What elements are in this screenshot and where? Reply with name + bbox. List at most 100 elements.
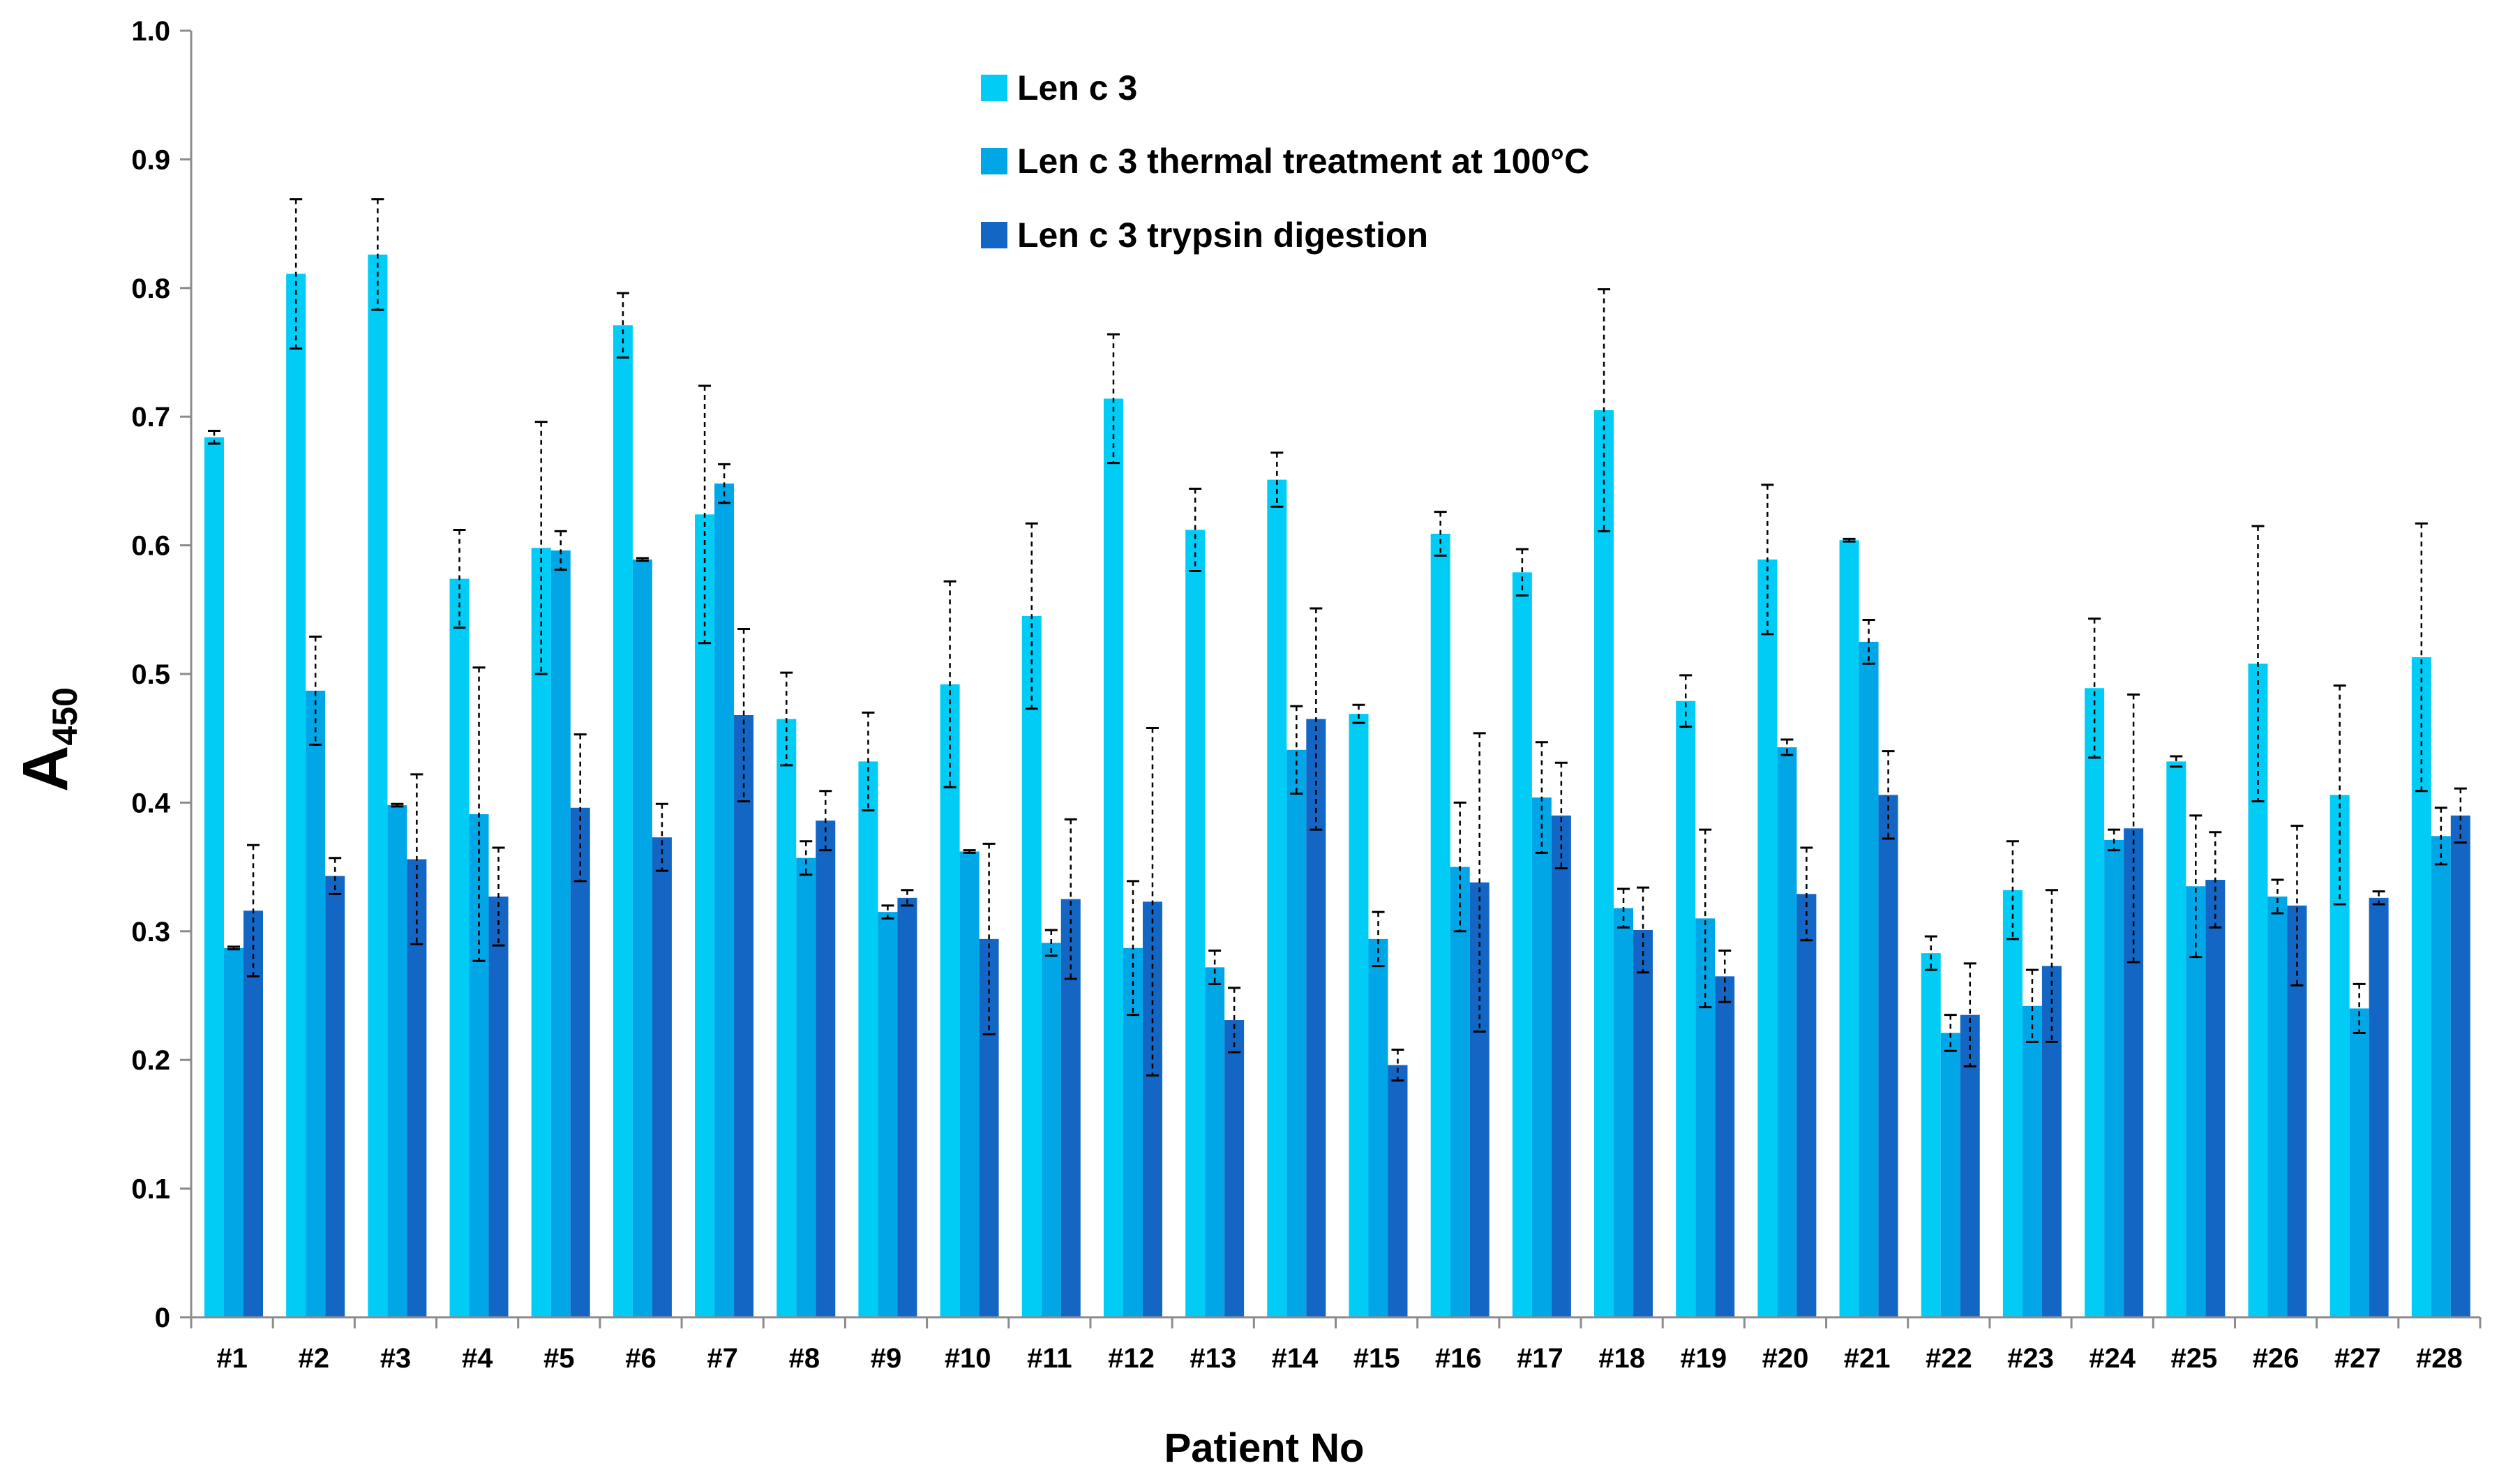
bar <box>531 548 551 1317</box>
y-tick-label: 0.1 <box>131 1174 170 1205</box>
bar <box>1633 929 1653 1317</box>
bar <box>387 805 407 1317</box>
bar <box>979 938 999 1317</box>
bar <box>734 715 754 1317</box>
x-tick-label: #23 <box>2007 1343 2054 1374</box>
bar <box>1878 795 1898 1317</box>
bar <box>1614 908 1634 1317</box>
x-tick-label: #4 <box>462 1343 493 1374</box>
x-tick-label: #24 <box>2089 1343 2136 1374</box>
bar <box>550 550 571 1317</box>
bar <box>1224 1020 1245 1317</box>
legend-label-thermal: Len c 3 thermal treatment at 100°C <box>1017 142 1589 181</box>
x-tick-label: #12 <box>1108 1343 1155 1374</box>
x-tick-label: #20 <box>1762 1343 1809 1374</box>
bar <box>488 897 509 1317</box>
bar <box>306 690 326 1317</box>
bar <box>1469 882 1490 1317</box>
y-axis: 0 0.1 0.2 0.3 0.4 0.5 0.6 0.7 0.8 0.9 1.0 <box>131 16 193 1333</box>
bars <box>204 254 2470 1318</box>
x-tick-label: #3 <box>380 1343 412 1374</box>
legend-swatch-trypsin <box>981 222 1007 248</box>
bar <box>897 897 917 1317</box>
x-tick-label: #25 <box>2171 1343 2218 1374</box>
x-tick-label: #10 <box>945 1343 991 1374</box>
x-tick-label: #22 <box>1926 1343 1972 1374</box>
x-tick-label: #8 <box>789 1343 820 1374</box>
bar <box>2085 688 2105 1317</box>
bar <box>2041 966 2062 1317</box>
bar <box>1368 938 1388 1317</box>
x-tick-label: #9 <box>871 1343 902 1374</box>
bar <box>858 761 878 1317</box>
bar <box>776 719 797 1317</box>
x-tick-label: #18 <box>1598 1343 1645 1374</box>
x-tick-label: #1 <box>216 1343 248 1374</box>
x-axis: #1 #2 #3 #4 #5 #6 #7 #8 #9 #10 #11 #12 #13 #14 #15 #16 #… <box>190 1316 2482 1374</box>
bar <box>1142 901 1162 1317</box>
bar <box>1103 398 1123 1317</box>
bar <box>2411 657 2431 1317</box>
bar <box>652 837 672 1317</box>
x-tick-label: #6 <box>625 1343 656 1374</box>
bar <box>714 484 735 1317</box>
bar <box>1715 976 1735 1317</box>
bar <box>2349 1008 2369 1317</box>
bar <box>959 851 980 1317</box>
bar <box>368 254 388 1318</box>
bar <box>1796 894 1817 1317</box>
bar <box>2431 836 2451 1317</box>
bar <box>1286 749 1307 1317</box>
bar <box>1349 714 1369 1317</box>
bar <box>2104 839 2124 1317</box>
y-tick-label: 0.4 <box>131 788 170 818</box>
bar <box>2002 890 2023 1317</box>
x-tick-label: #11 <box>1027 1343 1072 1374</box>
bar <box>243 910 263 1317</box>
error-bars <box>208 198 2467 1082</box>
y-tick-label: 0.6 <box>131 531 170 562</box>
bar <box>1388 1065 1408 1317</box>
legend-swatch-len-c3 <box>981 75 1007 101</box>
bar <box>1185 530 1206 1318</box>
bar <box>286 273 306 1317</box>
legend: Len c 3 Len c 3 thermal treatment at 100… <box>981 68 1589 255</box>
bar <box>1430 534 1450 1317</box>
x-tick-label: #15 <box>1353 1343 1400 1374</box>
bar <box>1060 899 1081 1317</box>
legend-label-trypsin: Len c 3 trypsin digestion <box>1017 216 1428 255</box>
bar <box>570 807 590 1317</box>
bar <box>2329 795 2350 1317</box>
bar <box>1859 641 1879 1317</box>
bar <box>2124 828 2144 1317</box>
x-tick-label: #14 <box>1272 1343 1319 1374</box>
bar <box>1267 479 1287 1317</box>
y-tick-label: 1.0 <box>131 16 170 47</box>
bar <box>1777 747 1797 1317</box>
bar <box>449 578 470 1318</box>
bar <box>2022 1005 2042 1317</box>
bar <box>2205 880 2226 1317</box>
bar <box>695 514 715 1317</box>
bar <box>940 684 960 1317</box>
bar <box>2186 886 2206 1317</box>
bar <box>796 857 816 1317</box>
bar <box>632 559 652 1317</box>
x-tick-label: #5 <box>543 1343 575 1374</box>
x-tick-label: #17 <box>1517 1343 1563 1374</box>
bar <box>816 820 836 1317</box>
y-tick-label: 0.9 <box>131 144 170 175</box>
bar <box>1450 867 1470 1317</box>
x-tick-label: #2 <box>299 1343 330 1374</box>
x-axis-title: Patient No <box>1164 1425 1365 1471</box>
bar <box>2248 664 2268 1317</box>
bar <box>613 325 633 1317</box>
bar <box>1041 943 1061 1317</box>
bar <box>1676 700 1696 1317</box>
x-tick-label: #26 <box>2253 1343 2299 1374</box>
bar <box>2267 897 2288 1317</box>
bar <box>1512 572 1532 1317</box>
y-tick-label: 0.8 <box>131 273 170 304</box>
x-tick-label: #16 <box>1435 1343 1482 1374</box>
